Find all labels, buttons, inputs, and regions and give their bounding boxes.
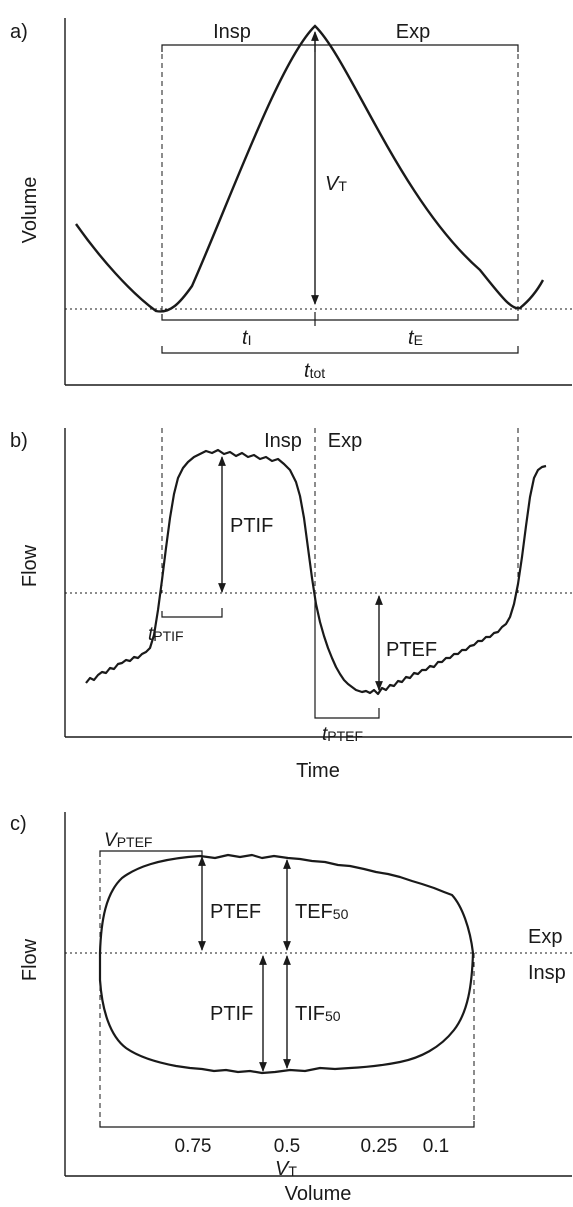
panel-c-tef50-label: TEF50 — [295, 901, 349, 923]
panel-a-ttot-bracket — [161, 346, 519, 354]
panel-b-flow-curve — [85, 448, 547, 696]
panel-c-ptef-label: PTEF — [210, 901, 261, 923]
panel-c-label: c) — [10, 813, 27, 835]
panel-a-vt-label: VT — [325, 173, 347, 195]
panel-c-exp-side-label: Exp — [528, 926, 562, 948]
panel-c-tick-01: 0.1 — [423, 1136, 449, 1157]
panel-a-ti-label: tI — [242, 327, 251, 349]
panel-c-tif50-label: TIF50 — [295, 1003, 341, 1025]
panel-a-ylabel: Volume — [19, 177, 41, 244]
panel-c-vt-label: VT — [275, 1158, 297, 1180]
panel-a-insp-label: Insp — [213, 21, 251, 43]
panel-b: b) Flow Time Insp Exp PTIF tPTIF PTEF tP… — [10, 428, 572, 782]
panel-b-tptef-bracket — [314, 593, 380, 719]
panel-b-ylabel: Flow — [19, 544, 41, 587]
panel-a-phase-bracket — [161, 44, 519, 52]
panel-a-exp-label: Exp — [396, 21, 430, 43]
panel-a-volume-curve — [75, 24, 545, 313]
panel-a-te-label: tE — [408, 327, 423, 349]
panel-b-ptef-label: PTEF — [386, 639, 437, 661]
panel-b-exp-label: Exp — [328, 430, 362, 452]
panel-b-label: b) — [10, 430, 28, 452]
panel-c-tick-025: 0.25 — [361, 1136, 398, 1157]
panel-b-ptif-label: PTIF — [230, 515, 273, 537]
panel-a-ttot-label: ttot — [304, 360, 325, 382]
panel-c-insp-side-label: Insp — [528, 962, 566, 984]
panel-c-vt-bracket — [99, 1121, 475, 1128]
panel-c-tick-075: 0.75 — [175, 1136, 212, 1157]
panel-c-vptef-label: VPTEF — [104, 830, 152, 851]
panel-b-tptif-bracket — [161, 608, 223, 618]
panel-c-ylabel: Flow — [19, 938, 41, 981]
panel-a: a) Volume Insp Exp VT tI tE ttot — [10, 18, 572, 386]
panel-a-ti-te-bracket — [161, 314, 519, 321]
panel-c-tick-05: 0.5 — [274, 1136, 300, 1157]
panel-b-tptif-label: tPTIF — [148, 624, 184, 645]
panel-b-xlabel: Time — [296, 760, 340, 782]
panel-b-insp-label: Insp — [264, 430, 302, 452]
panel-c: c) Flow Volume Exp Insp VPTEF PTEF TEF50… — [10, 812, 572, 1205]
panel-b-tptef-label: tPTEF — [322, 724, 363, 745]
panel-c-xlabel: Volume — [285, 1183, 352, 1205]
panel-c-ptif-label: PTIF — [210, 1003, 253, 1025]
panel-c-flow-volume-loop — [98, 853, 475, 1075]
panel-a-label: a) — [10, 21, 28, 43]
